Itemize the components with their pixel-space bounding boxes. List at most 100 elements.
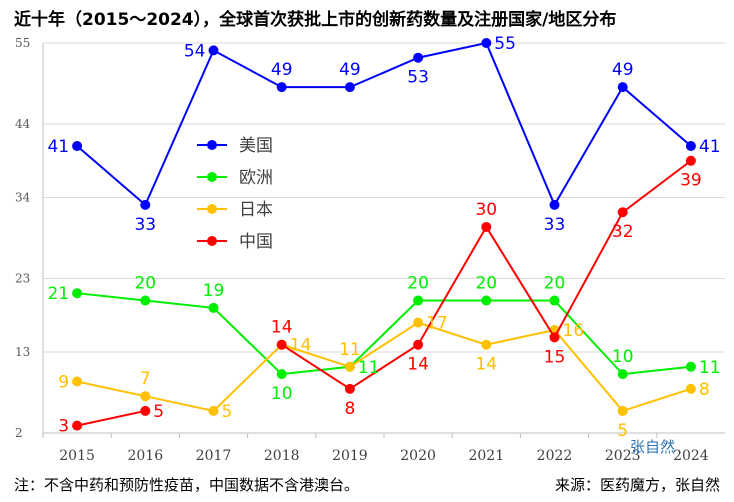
data-point: [617, 82, 628, 93]
data-label: 21: [47, 284, 69, 304]
data-label: 41: [47, 137, 69, 157]
x-tick-label: 2016: [127, 448, 163, 464]
data-point: [72, 288, 83, 299]
data-point: [481, 221, 492, 232]
data-label: 8: [344, 399, 355, 419]
y-tick-label: 13: [15, 345, 30, 359]
legend-marker: [207, 204, 217, 214]
data-point: [276, 339, 287, 350]
y-tick-label: 23: [15, 271, 30, 285]
x-tick-label: 2024: [673, 448, 709, 464]
data-point: [685, 141, 696, 152]
data-label: 55: [494, 34, 516, 54]
data-label: 7: [140, 369, 151, 389]
data-point: [413, 52, 424, 63]
legend-marker: [207, 236, 217, 246]
watermark: 张自然: [630, 438, 675, 456]
data-point: [481, 339, 492, 350]
data-point: [549, 295, 560, 306]
legend-label: 日本: [239, 200, 273, 220]
data-point: [208, 45, 219, 56]
data-point: [685, 383, 696, 394]
data-point: [617, 405, 628, 416]
data-point: [140, 199, 151, 210]
data-point: [276, 369, 287, 380]
chart-title: 近十年（2015～2024），全球首次获批上市的创新药数量及注册国家/地区分布: [14, 10, 617, 30]
gridlines: [43, 42, 725, 353]
footnote: 注：不含中药和预防性疫苗，中国数据不含港澳台。: [14, 476, 360, 494]
data-point: [481, 38, 492, 48]
x-tick-label: 2018: [264, 448, 300, 464]
data-label: 3: [58, 417, 69, 437]
x-tick-label: 2015: [59, 448, 95, 464]
source-credit: 来源：医药魔方，张自然: [554, 476, 720, 494]
data-point: [276, 82, 287, 93]
data-point: [344, 361, 355, 372]
data-point: [140, 405, 151, 416]
data-point: [481, 295, 492, 306]
data-label: 20: [134, 274, 156, 294]
data-label: 9: [58, 372, 69, 392]
data-label: 14: [271, 318, 293, 338]
legend-label: 美国: [239, 136, 273, 156]
y-tick-label: 55: [15, 36, 30, 50]
data-point: [685, 361, 696, 372]
data-point: [413, 295, 424, 306]
x-tick-label: 2019: [332, 448, 368, 464]
data-label: 5: [222, 402, 233, 422]
data-label: 10: [612, 347, 634, 367]
series-line: [76, 292, 692, 376]
series-line: [76, 321, 692, 413]
data-label: 41: [699, 137, 721, 157]
data-point: [208, 302, 219, 313]
data-label: 16: [563, 321, 585, 341]
data-point: [549, 332, 560, 343]
legend-marker: [207, 172, 217, 182]
series-line: [76, 409, 146, 427]
data-label: 33: [544, 215, 566, 235]
y-tick-label: 44: [15, 117, 31, 131]
data-point: [140, 391, 151, 402]
y-tick-label: 34: [15, 191, 31, 205]
data-label: 32: [612, 222, 634, 242]
data-label: 53: [407, 68, 429, 88]
data-label: 20: [475, 274, 497, 294]
legend-label: 中国: [239, 232, 273, 252]
y-tick-label: 2: [15, 426, 23, 440]
data-label: 54: [184, 41, 206, 61]
x-tick-label: 2021: [468, 448, 504, 464]
data-point: [549, 199, 560, 210]
data-point: [72, 376, 83, 387]
data-point: [72, 141, 83, 152]
data-point: [413, 339, 424, 350]
x-tick-label: 2020: [400, 448, 436, 464]
data-label: 11: [699, 358, 721, 378]
data-label: 30: [475, 200, 497, 220]
data-label: 19: [203, 281, 225, 301]
data-point: [617, 207, 628, 218]
series-lines: [72, 38, 696, 431]
data-point: [617, 369, 628, 380]
data-label: 11: [358, 358, 380, 378]
data-point: [413, 317, 424, 328]
legend-marker: [207, 140, 217, 150]
x-tick-label: 2023: [605, 448, 641, 464]
data-label: 5: [617, 421, 628, 441]
data-label: 39: [680, 171, 702, 191]
data-point: [140, 295, 151, 306]
legend-label: 欧洲: [239, 168, 273, 188]
data-label: 49: [612, 60, 634, 80]
data-point: [72, 420, 83, 431]
data-label: 49: [339, 60, 361, 80]
data-point: [344, 82, 355, 93]
x-tick-label: 2017: [196, 448, 232, 464]
data-label: 20: [407, 274, 429, 294]
data-label: 5: [153, 402, 164, 422]
data-label: 33: [134, 215, 156, 235]
data-label: 14: [290, 336, 312, 356]
data-label: 11: [339, 340, 361, 360]
